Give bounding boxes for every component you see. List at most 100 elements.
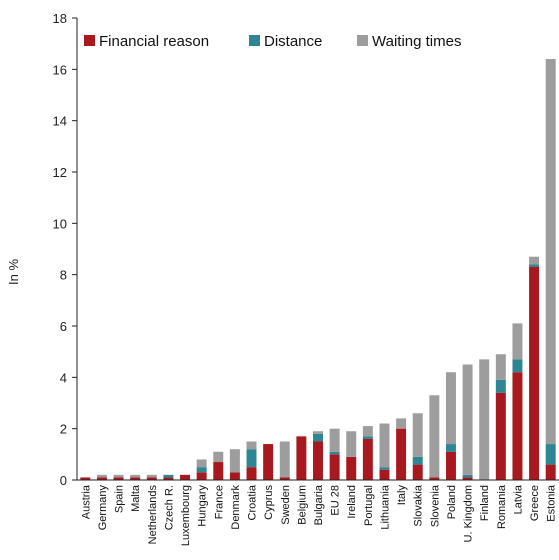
bar-waiting-times [213, 451, 224, 463]
bar-financial-reason [346, 456, 357, 480]
x-tick-label: France [213, 485, 225, 519]
x-tick-label: Finland [479, 485, 491, 521]
x-tick-label: Lithuania [379, 484, 391, 530]
bar-financial-reason [213, 462, 224, 480]
y-tick-label: 6 [60, 319, 67, 334]
x-tick-label: Portugal [363, 485, 375, 526]
x-tick-label: Latvia [512, 484, 524, 514]
x-tick-label: Sweden [280, 485, 292, 525]
bar-waiting-times [479, 359, 490, 480]
bar-distance [163, 474, 174, 478]
bar-waiting-times [313, 431, 323, 434]
x-tick-label: Netherlands [147, 485, 159, 545]
bar-financial-reason [146, 477, 157, 480]
bar-financial-reason [263, 444, 274, 480]
legend-label: Waiting times [372, 33, 461, 50]
y-axis: 0 2 4 6 8 10 12 14 16 18 [53, 11, 78, 488]
bar-financial-reason [396, 428, 407, 480]
y-tick-label: 16 [53, 62, 67, 77]
bar-waiting-times [113, 474, 124, 478]
bar-financial-reason [362, 438, 373, 480]
bar-waiting-times [96, 474, 107, 478]
x-tick-label: Greece [529, 485, 541, 521]
bar-waiting-times [396, 418, 407, 429]
bar-financial-reason [113, 477, 124, 480]
legend-label: Financial reason [99, 33, 209, 50]
bar-financial-reason [180, 474, 191, 480]
y-tick-label: 4 [60, 370, 67, 385]
x-axis: Austria Germany Spain Malta Netherlands Czech… [77, 479, 559, 546]
x-tick-label: Romania [496, 484, 508, 529]
y-tick-label: 12 [53, 165, 67, 180]
y-tick-label: 10 [53, 216, 67, 231]
legend-swatch [84, 35, 95, 46]
bar-financial-reason [163, 477, 174, 480]
bar-financial-reason [545, 464, 556, 480]
bar-distance [196, 467, 207, 473]
legend-label: Distance [264, 33, 322, 50]
bar-distance [495, 379, 506, 393]
bar-distance [313, 433, 323, 442]
bar-waiting-times [379, 423, 390, 468]
bar-financial-reason [246, 467, 257, 480]
legend: Financial reason Distance Waiting times [84, 33, 461, 50]
bar-waiting-times [445, 372, 456, 445]
x-tick-label: Slovenia [429, 484, 441, 527]
bar-waiting-times [196, 459, 207, 468]
y-tick-label: 14 [53, 114, 67, 129]
bar-financial-reason [379, 469, 390, 480]
bar-waiting-times [246, 441, 257, 450]
bar-distance [329, 451, 340, 455]
x-tick-label: Denmark [230, 485, 242, 530]
y-tick-label: 8 [60, 268, 67, 283]
bar-waiting-times [229, 449, 240, 473]
bar-waiting-times [412, 413, 423, 457]
plot-area [80, 59, 556, 480]
x-tick-label: Luxembourg [180, 485, 192, 546]
bar-financial-reason [495, 392, 506, 480]
bar-distance [462, 474, 473, 478]
bar-financial-reason [96, 477, 107, 480]
bar-financial-reason [329, 454, 340, 480]
legend-item: Distance [249, 33, 322, 50]
x-tick-label: Estonia [546, 484, 558, 522]
x-tick-label: U. Kingdom [463, 485, 475, 542]
bar-distance [379, 467, 390, 470]
x-tick-label: Slovakia [413, 484, 425, 526]
x-tick-label: EU 28 [330, 485, 342, 516]
bar-financial-reason [429, 477, 440, 480]
x-tick-label: Spain [114, 485, 126, 513]
bar-waiting-times [529, 256, 540, 265]
bar-distance [362, 436, 373, 439]
bar-waiting-times [495, 354, 506, 380]
bar-distance [529, 264, 540, 267]
x-tick-label: Malta [130, 484, 142, 512]
bar-waiting-times [146, 474, 157, 478]
y-tick-label: 0 [60, 473, 67, 488]
x-tick-label: Cyprus [263, 485, 275, 520]
legend-swatch [249, 35, 260, 46]
y-tick-label: 2 [60, 422, 67, 437]
bar-financial-reason [412, 464, 423, 480]
bar-financial-reason [296, 436, 307, 480]
bar-waiting-times [429, 395, 440, 478]
legend-swatch [357, 35, 368, 46]
bar-distance [246, 449, 257, 468]
bar-distance [545, 444, 556, 465]
x-tick-label: Croatia [247, 484, 259, 520]
x-tick-label: Belgium [296, 485, 308, 525]
y-axis-title: In % [6, 259, 21, 285]
bar-financial-reason [196, 472, 207, 480]
x-tick-label: Bulgaria [313, 484, 325, 525]
bar-waiting-times [346, 431, 357, 457]
bar-waiting-times [130, 474, 141, 478]
bar-financial-reason [80, 477, 91, 480]
bar-financial-reason [130, 477, 141, 480]
x-tick-label: Germany [97, 485, 109, 531]
legend-item: Waiting times [357, 33, 461, 50]
bar-financial-reason [462, 477, 473, 480]
bar-financial-reason [229, 472, 240, 480]
bar-waiting-times [362, 426, 373, 437]
x-tick-label: Poland [446, 485, 458, 519]
